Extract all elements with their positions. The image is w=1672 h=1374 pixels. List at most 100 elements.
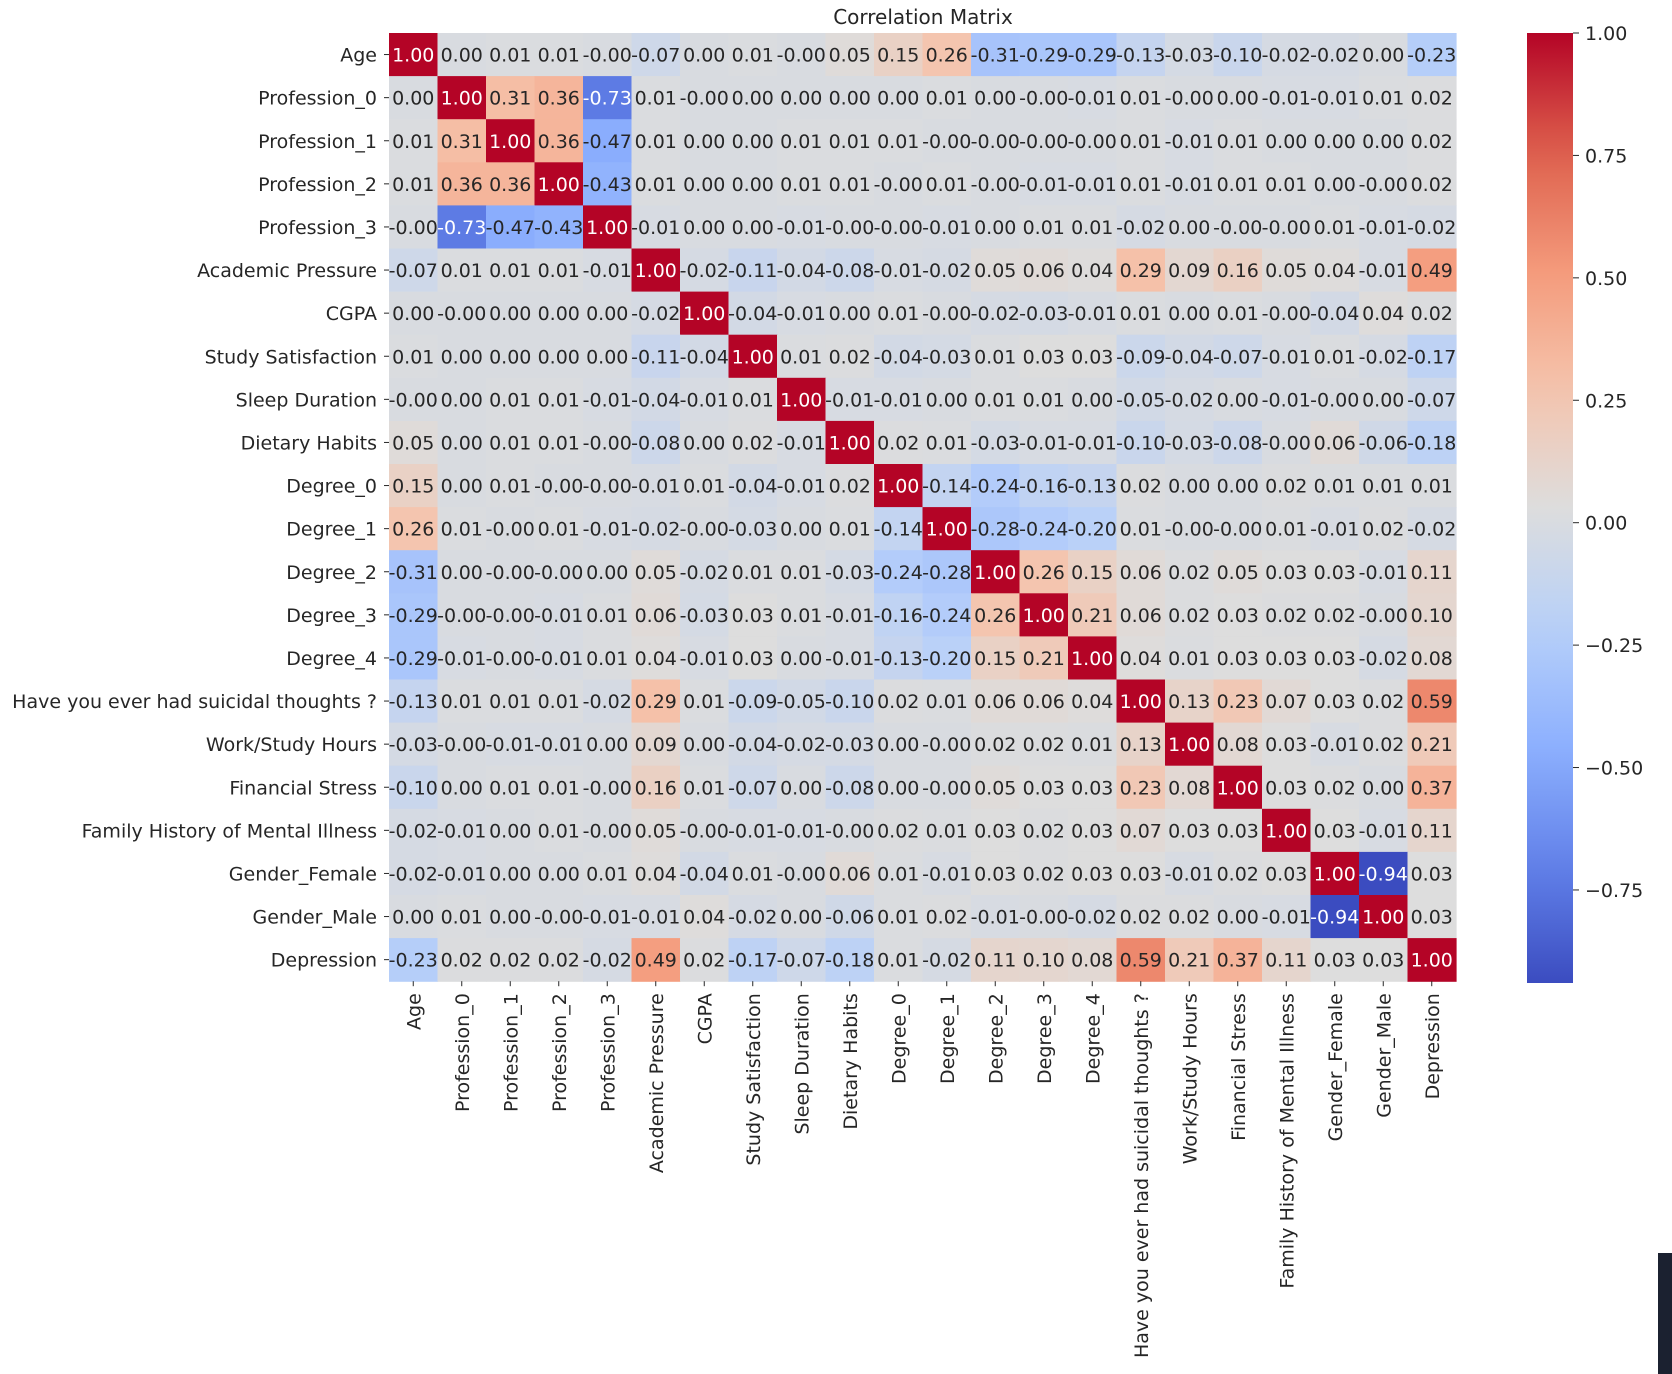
cell-value-label: 0.03 [1071, 820, 1113, 842]
heatmap-cell [1359, 33, 1409, 77]
heatmap-cell [680, 33, 730, 77]
cell-value-label: -0.14 [922, 476, 971, 498]
cell-value-label: 0.01 [1362, 476, 1404, 498]
heatmap-cell [728, 377, 778, 422]
cell-value-label: 0.03 [1217, 605, 1259, 627]
heatmap-cell [631, 76, 681, 120]
x-tick-label: Financial Stress [1228, 993, 1250, 1141]
heatmap-cell [680, 119, 730, 163]
heatmap-cell [777, 248, 827, 293]
cell-value-label: 0.01 [829, 519, 871, 541]
cell-value-label: 0.00 [780, 777, 822, 799]
heatmap-cell [486, 420, 536, 465]
y-tick-label: Profession_3 [258, 217, 377, 239]
heatmap-cell [486, 679, 536, 724]
heatmap-cell [486, 593, 536, 637]
heatmap-cell [1359, 334, 1409, 379]
heatmap-cell [631, 205, 681, 250]
heatmap-cell [389, 248, 439, 293]
cell-value-label: 0.02 [829, 476, 871, 498]
cell-value-label: 0.02 [829, 346, 871, 368]
heatmap-cell [728, 679, 778, 724]
cell-value-label: -0.01 [777, 217, 826, 239]
cell-value-label: 0.02 [1168, 605, 1210, 627]
cell-value-label: 0.01 [1362, 88, 1404, 110]
heatmap-cell [1310, 895, 1360, 939]
heatmap-cell [1359, 76, 1409, 120]
heatmap-cell [486, 808, 536, 853]
heatmap-cell [680, 205, 730, 250]
heatmap-cell [922, 851, 972, 896]
cell-value-label: 0.01 [732, 389, 774, 411]
cell-value-label: 0.01 [489, 476, 531, 498]
cell-value-label: -0.03 [825, 562, 874, 584]
heatmap-cell [631, 636, 681, 681]
cell-value-label: -0.94 [1359, 863, 1408, 885]
cell-value-label: -0.02 [1359, 346, 1408, 368]
heatmap-cell [1407, 851, 1457, 896]
cell-value-label: 0.00 [877, 734, 919, 756]
heatmap-cell [437, 679, 487, 724]
cell-value-label: 1.00 [392, 45, 434, 67]
y-tick-label: Degree_4 [286, 648, 377, 670]
heatmap-cell [1068, 33, 1118, 77]
heatmap-cell [486, 162, 536, 206]
heatmap-cell [1407, 334, 1457, 379]
cell-value-label: 0.00 [441, 432, 483, 454]
heatmap-cell [486, 33, 536, 77]
cell-value-label: 0.01 [926, 174, 968, 196]
heatmap-cell [1359, 679, 1409, 724]
heatmap-cell [1068, 765, 1118, 810]
cell-value-label: 0.00 [441, 45, 483, 67]
cell-value-label: -0.16 [874, 605, 923, 627]
cell-value-label: -0.08 [631, 432, 680, 454]
heatmap-cell [874, 593, 924, 637]
heatmap-cell [1068, 679, 1118, 724]
cell-value-label: -0.00 [389, 217, 438, 239]
heatmap-cell [389, 334, 439, 379]
cell-value-label: -0.00 [1359, 605, 1408, 627]
cell-value-label: -0.01 [583, 389, 632, 411]
cell-value-label: 0.05 [1217, 562, 1259, 584]
heatmap-cell [1310, 808, 1360, 853]
heatmap-cell [1068, 636, 1118, 681]
cell-value-label: -0.01 [437, 648, 486, 670]
heatmap-cell [728, 334, 778, 379]
cell-value-label: -0.04 [680, 863, 729, 885]
cell-value-label: -0.00 [874, 174, 923, 196]
heatmap-cell [680, 593, 730, 637]
cell-value-label: 1.00 [1023, 605, 1065, 627]
cell-value-label: 0.00 [974, 88, 1016, 110]
cell-value-label: -0.01 [1165, 863, 1214, 885]
heatmap-cell [486, 636, 536, 681]
heatmap-cell [922, 765, 972, 810]
cell-value-label: 0.02 [1120, 907, 1162, 929]
cell-value-label: 0.02 [1362, 734, 1404, 756]
heatmap-cell [1310, 938, 1360, 982]
heatmap-cell [971, 248, 1021, 293]
cell-value-label: 0.08 [1217, 734, 1259, 756]
cell-value-label: 0.01 [780, 131, 822, 153]
cell-value-label: 0.00 [538, 303, 580, 325]
cell-value-label: 1.00 [974, 562, 1016, 584]
heatmap-cell [1116, 808, 1166, 853]
heatmap-cell [728, 76, 778, 120]
heatmap-cell [534, 550, 584, 594]
cell-value-label: -0.94 [1310, 907, 1359, 929]
heatmap-cell [1407, 119, 1457, 163]
heatmap-cell [389, 550, 439, 594]
cell-value-label: 0.01 [538, 260, 580, 282]
heatmap-cell [437, 938, 487, 982]
heatmap-cell [777, 808, 827, 853]
heatmap-cell [1359, 808, 1409, 853]
heatmap-cell [777, 291, 827, 336]
cell-value-label: -0.02 [1116, 217, 1165, 239]
cell-value-label: 0.01 [635, 131, 677, 153]
y-tick-label: Sleep Duration [236, 389, 377, 411]
cell-value-label: 0.01 [635, 174, 677, 196]
heatmap-cell [1116, 76, 1166, 120]
cell-value-label: -0.07 [389, 260, 438, 282]
cell-value-label: -0.01 [777, 476, 826, 498]
cell-value-label: 0.00 [732, 131, 774, 153]
heatmap-cell [1165, 593, 1215, 637]
